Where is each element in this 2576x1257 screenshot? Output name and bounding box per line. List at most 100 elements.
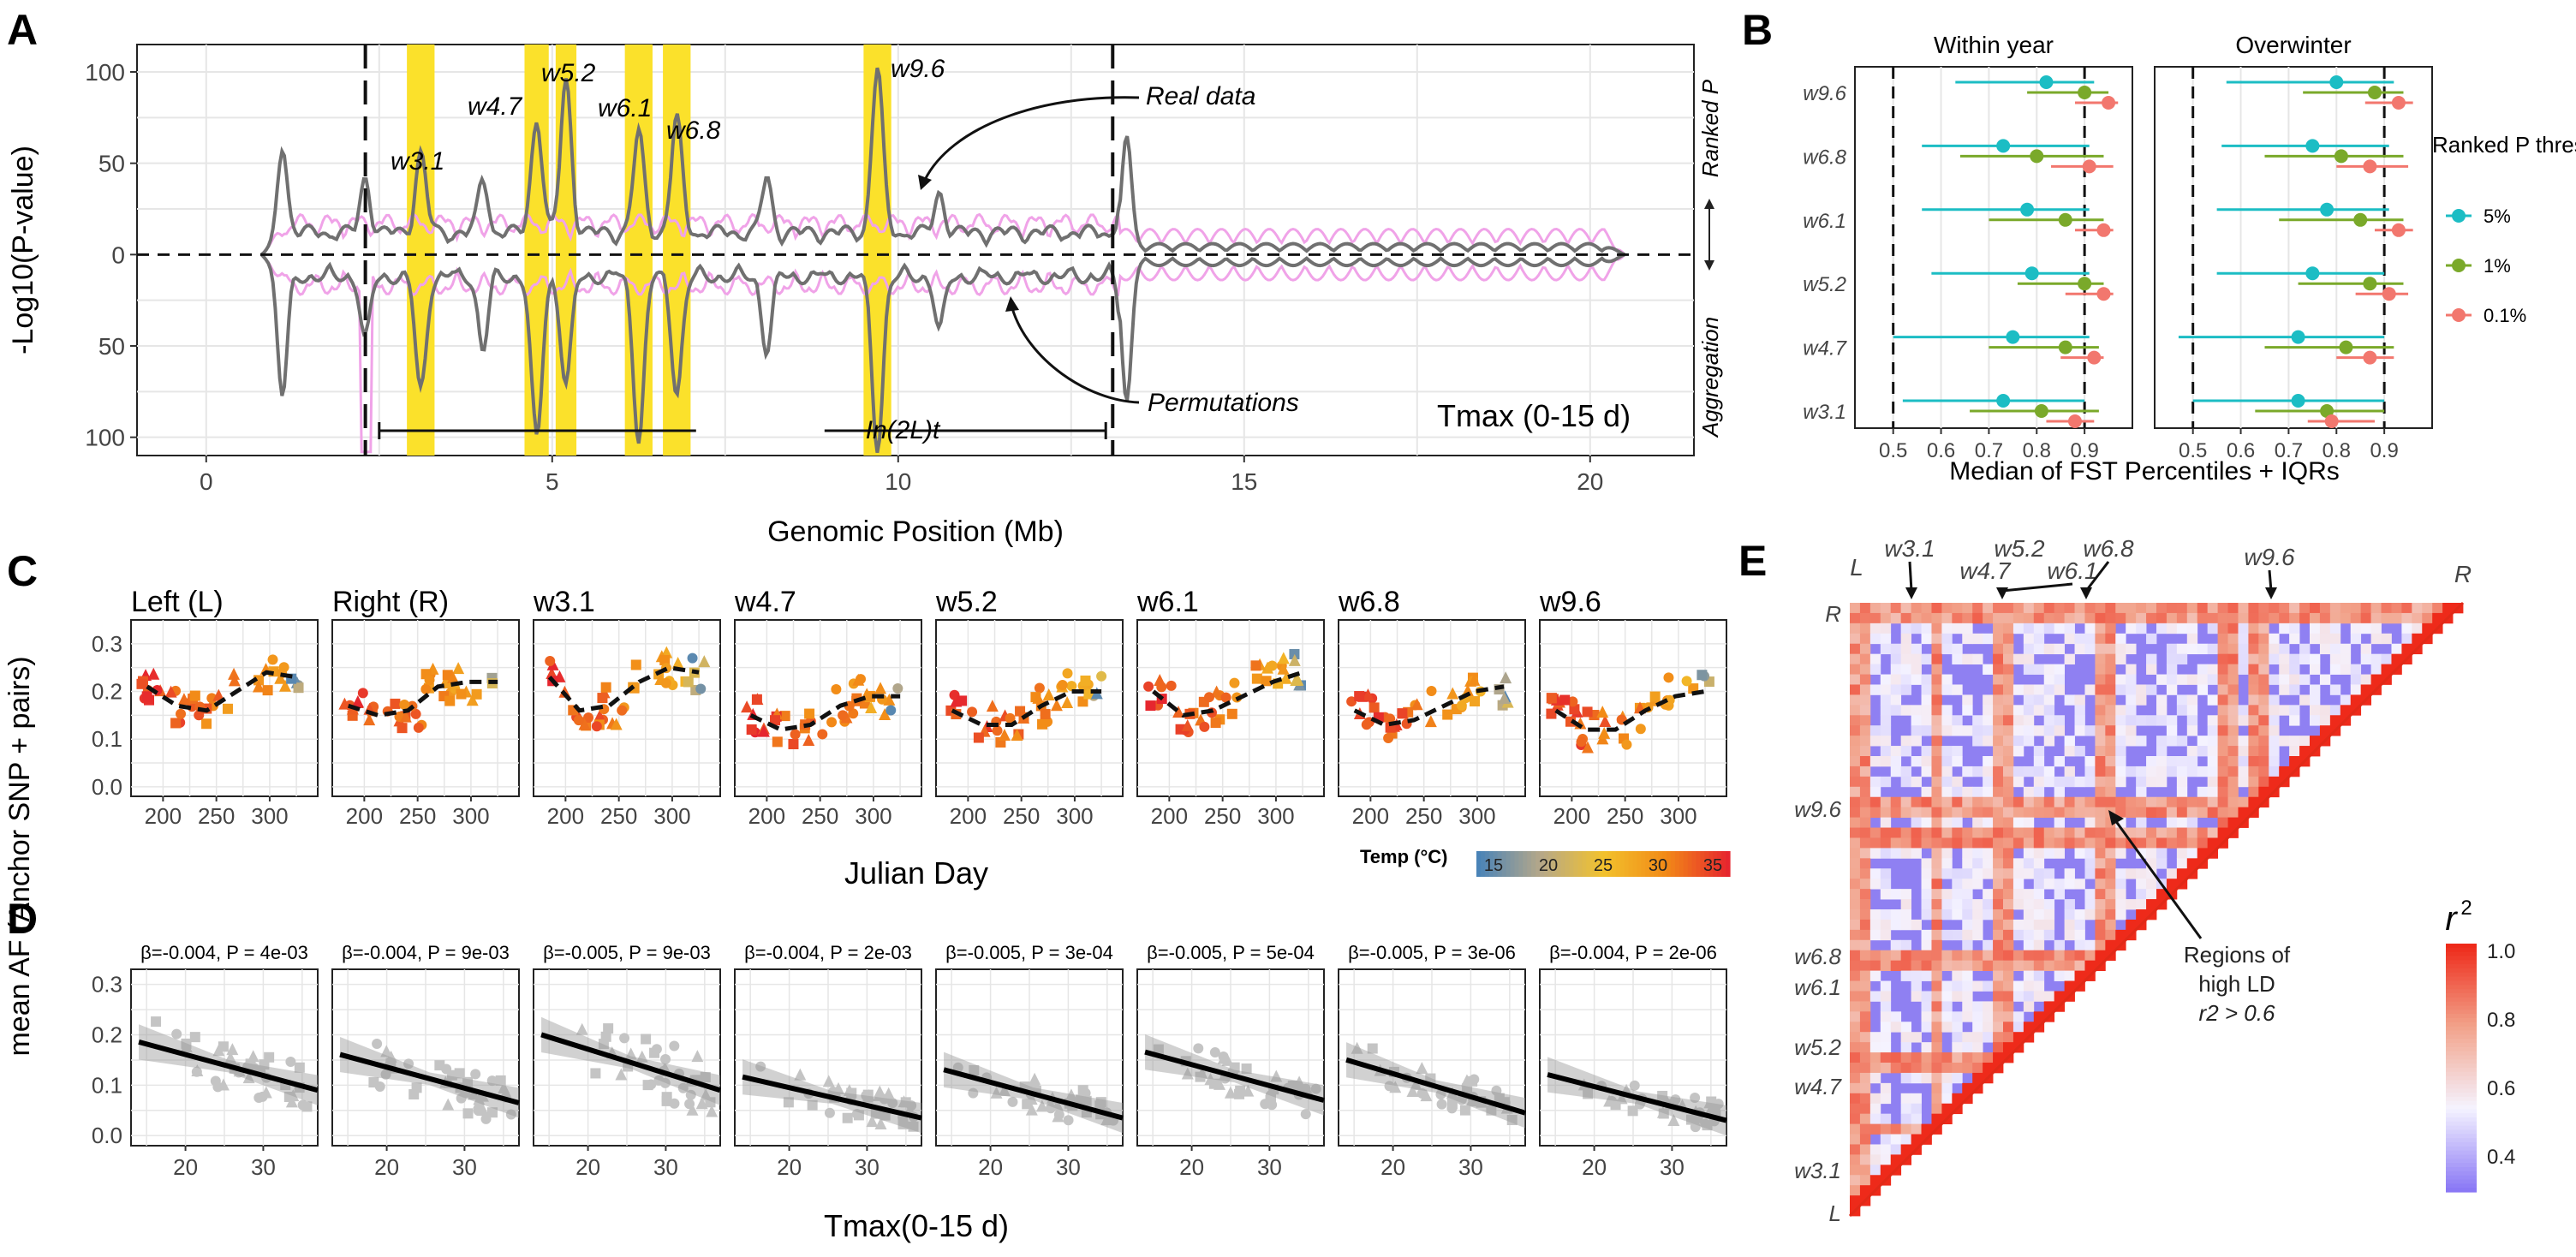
data-point xyxy=(1217,1051,1230,1064)
ld-cell xyxy=(2136,715,2147,726)
ld-cell xyxy=(2186,715,2198,726)
median-point-0.1% xyxy=(2324,414,2339,428)
data-point xyxy=(1007,1096,1018,1107)
temp-gradient-step xyxy=(1645,851,1650,877)
ld-cell xyxy=(2033,827,2045,838)
ld-cell xyxy=(2289,756,2300,767)
ld-cell xyxy=(1972,1042,1983,1053)
ld-cell xyxy=(2340,664,2352,675)
data-point xyxy=(1664,694,1675,706)
trend-dashed-line xyxy=(1152,670,1303,718)
data-point xyxy=(1145,700,1156,712)
ld-cell xyxy=(2207,796,2218,808)
data-point xyxy=(1094,1100,1106,1111)
ld-cell xyxy=(2074,746,2085,757)
ld-cell xyxy=(1993,694,2004,706)
ld-cell xyxy=(2197,746,2209,757)
data-point xyxy=(1181,718,1194,731)
ld-cell xyxy=(1850,1063,1861,1074)
ld-cell xyxy=(2126,868,2137,879)
ld-cell xyxy=(1962,694,1973,706)
ld-cell xyxy=(2289,674,2300,685)
ld-cell xyxy=(2207,786,2218,798)
ld-cell xyxy=(1983,766,1994,777)
ld-cell xyxy=(2023,623,2035,634)
data-point xyxy=(1425,1073,1436,1084)
ld-cell xyxy=(2105,766,2116,777)
ld-cell xyxy=(2074,837,2085,849)
ld-cell xyxy=(1993,827,2004,838)
ld-cell xyxy=(1931,1052,1942,1063)
ld-cell xyxy=(1880,603,1892,614)
x-tick-label: 30 xyxy=(653,1154,678,1180)
temp-color-legend: 15 20 25 30 35 xyxy=(1476,851,1731,877)
data-point xyxy=(998,1083,1011,1096)
ld-cell xyxy=(1921,899,1932,910)
ld-cell xyxy=(2043,736,2055,747)
ld-cell xyxy=(1931,756,1942,767)
ld-cell xyxy=(2258,746,2269,757)
ld-cell xyxy=(2227,684,2239,695)
ld-cell xyxy=(1921,970,1932,981)
highlight-window-w4.7 xyxy=(524,45,549,456)
ld-gradient-step xyxy=(2446,1188,2477,1193)
ld-cell xyxy=(2012,705,2024,716)
ld-cell xyxy=(1911,919,1922,931)
data-point xyxy=(1435,1089,1446,1100)
ld-cell xyxy=(1952,868,1963,879)
temp-gradient-step xyxy=(1687,851,1693,877)
data-point xyxy=(351,694,364,707)
ld-cell xyxy=(2033,807,2045,818)
ld-cell xyxy=(2186,858,2198,869)
x-tick-label: 300 xyxy=(251,803,288,829)
ld-cell xyxy=(1869,1123,1881,1135)
ld-cell xyxy=(1941,1072,1953,1084)
data-point xyxy=(695,683,707,694)
data-point xyxy=(498,1081,510,1094)
ld-cell xyxy=(2238,776,2249,788)
data-point xyxy=(1397,708,1408,719)
temp-gradient-step xyxy=(1615,851,1621,877)
ld-cell xyxy=(1931,817,1942,828)
ld-cell xyxy=(1931,848,1942,859)
ld-cell xyxy=(2329,715,2341,726)
data-point xyxy=(826,717,838,728)
ld-cell xyxy=(1900,1113,1911,1124)
ld-cell xyxy=(1859,1144,1871,1155)
data-point xyxy=(1051,1099,1064,1111)
ld-cell xyxy=(1931,653,1942,664)
data-point xyxy=(593,709,606,722)
data-point xyxy=(262,685,273,696)
ld-cell xyxy=(1972,879,1983,890)
data-point xyxy=(886,705,897,716)
ld-cell xyxy=(1850,868,1861,879)
temp-gradient-step xyxy=(1628,851,1634,877)
ld-cell xyxy=(2391,603,2402,614)
data-point xyxy=(462,1108,474,1119)
ld-cell xyxy=(1931,705,1942,716)
ld-cell xyxy=(1993,879,2004,890)
temp-gradient-step xyxy=(1611,851,1617,877)
ld-gradient-step xyxy=(2446,985,2477,990)
ld-cell xyxy=(2319,715,2331,726)
ld-cell xyxy=(1921,1011,1932,1022)
ld-cell xyxy=(2074,950,2085,962)
ld-cell xyxy=(2156,715,2168,726)
data-point xyxy=(1293,1075,1306,1088)
ld-cell xyxy=(1941,991,1953,1002)
ld-cell xyxy=(1850,817,1861,828)
data-point xyxy=(1442,709,1453,720)
ld-cell xyxy=(1952,1063,1963,1074)
ld-cell xyxy=(1952,684,1963,695)
ld-cell xyxy=(2299,603,2311,614)
ld-cell xyxy=(2350,684,2362,695)
ld-cell xyxy=(1962,889,1973,900)
ld-cell xyxy=(1900,950,1911,962)
ld-cell xyxy=(1869,623,1881,634)
regression-label: β=-0.005, P = 5e-04 xyxy=(1147,942,1315,963)
ld-cell xyxy=(2279,766,2290,777)
ld-cell xyxy=(1921,889,1932,900)
ld-cell xyxy=(2238,756,2249,767)
ld-cell xyxy=(2023,960,2035,971)
data-point xyxy=(1546,693,1557,704)
